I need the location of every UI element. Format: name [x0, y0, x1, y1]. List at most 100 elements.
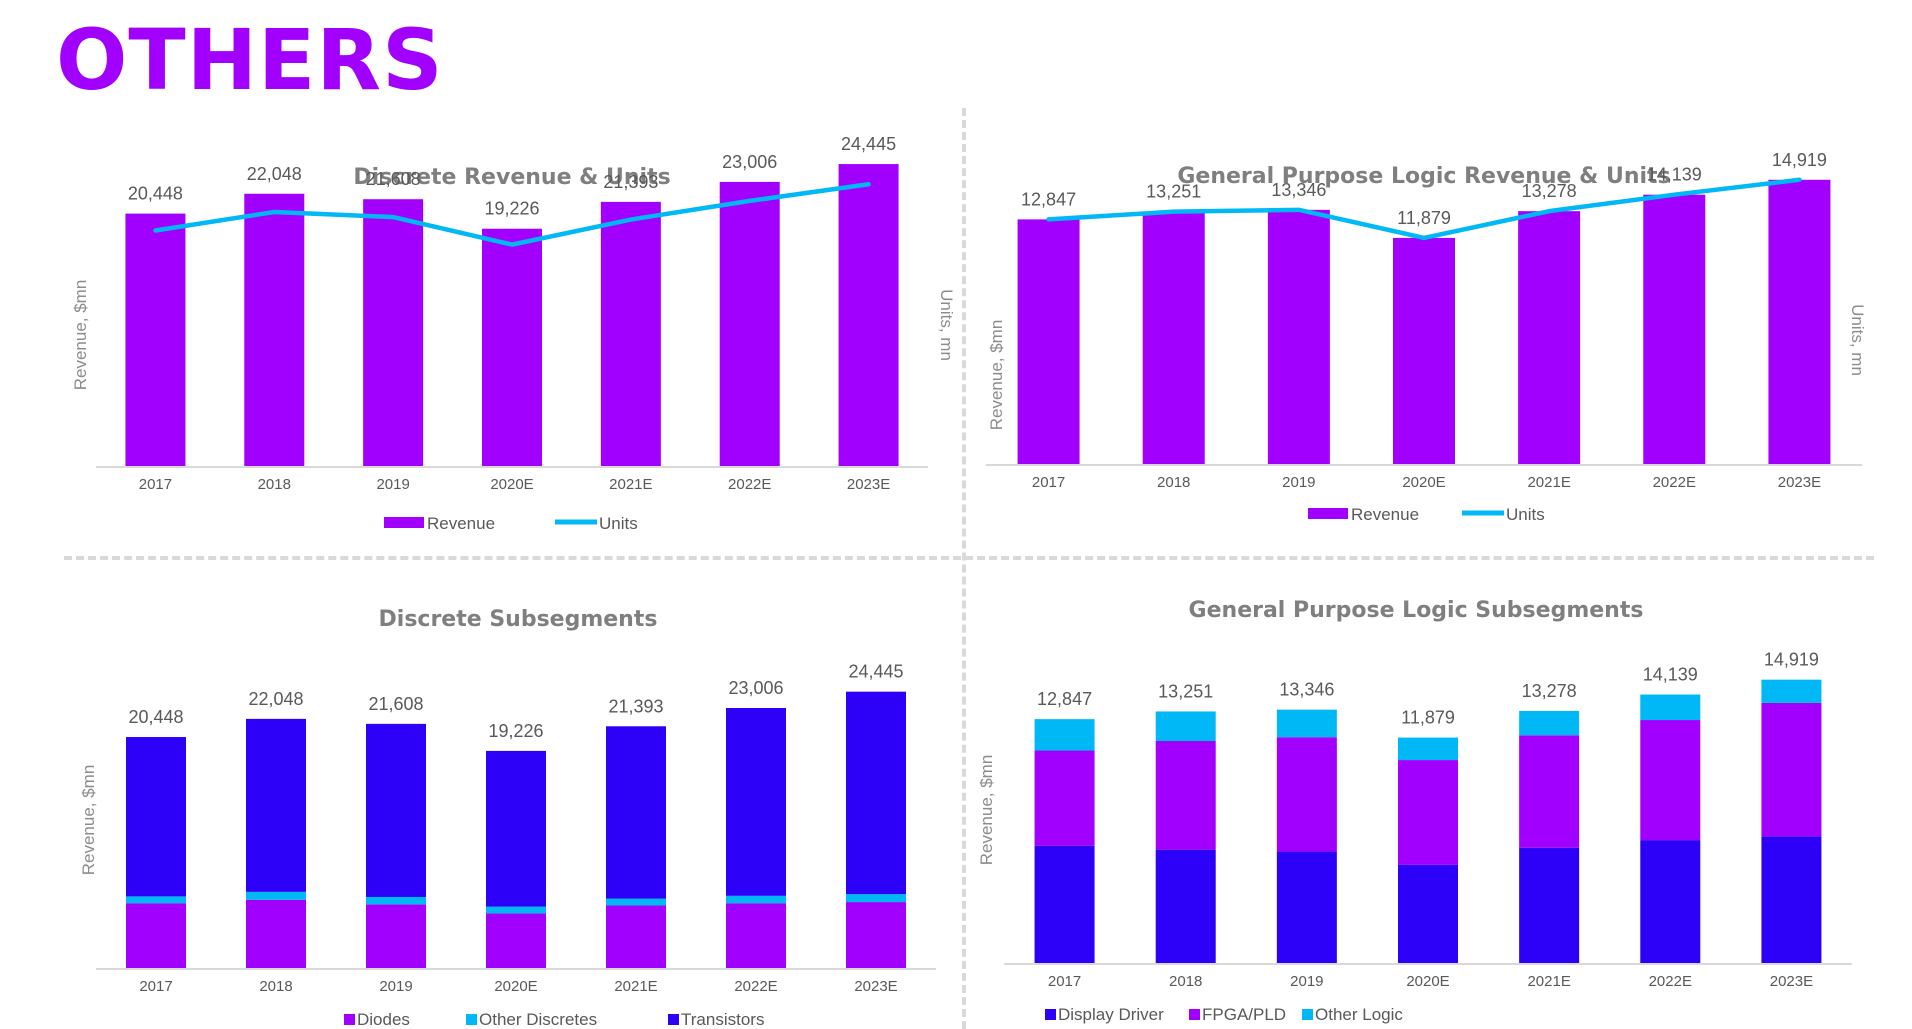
x-tick-label: 2019 [376, 476, 409, 493]
data-label: 23,006 [722, 152, 777, 172]
y2-axis-label: Units, mn [1848, 304, 1867, 376]
chart-title: General Purpose Logic Revenue & Units [1177, 164, 1670, 189]
x-tick-label: 2017 [1032, 474, 1065, 491]
bar-revenue-2020e [482, 228, 542, 467]
x-tick-label: 2021E [1527, 474, 1570, 491]
bar-revenue-2019 [1267, 209, 1330, 465]
x-tick-label: 2022E [1653, 474, 1696, 491]
x-tick-label: 2021E [614, 978, 657, 995]
total-label: 21,608 [368, 694, 423, 714]
bar-fpga-pld-2021e [1519, 735, 1580, 848]
bar-diodes-2023e [846, 902, 906, 969]
bar-other-logic-2020e [1398, 737, 1458, 761]
bar-fpga-pld-2023e [1761, 702, 1822, 837]
data-label: 13,346 [1271, 180, 1326, 200]
x-tick-label: 2018 [1169, 973, 1202, 990]
bar-fpga-pld-2019 [1276, 737, 1337, 852]
legend: Display Driver FPGA/PLD Other Logic [1045, 1005, 1403, 1024]
bar-other-discretes-2022e [726, 895, 786, 904]
legend-label-display-driver: Display Driver [1058, 1005, 1164, 1024]
bar-diodes-2018 [246, 899, 306, 969]
bar-fpga-pld-2022e [1640, 720, 1701, 841]
data-label: 13,251 [1146, 182, 1201, 202]
bar-other-logic-2021e [1519, 710, 1580, 736]
bar-display-driver-2023e [1761, 836, 1822, 964]
x-tick-label: 2023E [1778, 474, 1821, 491]
legend-label-revenue: Revenue [1351, 505, 1419, 524]
data-label: 11,879 [1397, 208, 1451, 228]
data-label: 21,608 [366, 169, 421, 189]
total-label: 12,847 [1037, 689, 1092, 709]
total-label: 21,393 [608, 696, 663, 716]
bar-display-driver-2018 [1155, 849, 1216, 964]
page-title: OTHERS [56, 11, 444, 109]
x-tick-label: 2022E [728, 476, 771, 493]
bar-revenue-2017 [1017, 219, 1080, 465]
total-label: 19,226 [488, 721, 543, 741]
x-tick-label: 2020E [494, 978, 537, 995]
x-tick-label: 2022E [734, 978, 777, 995]
bar-display-driver-2020e [1398, 864, 1458, 964]
bar-other-logic-2022e [1640, 694, 1701, 721]
data-label: 13,278 [1522, 181, 1577, 201]
bar-diodes-2022e [726, 903, 786, 969]
data-label: 21,393 [603, 172, 658, 192]
bar-transistors-2017 [126, 737, 186, 897]
bar-transistors-2019 [366, 723, 426, 897]
x-tick-label: 2018 [1157, 474, 1190, 491]
legend: Revenue Units [384, 514, 638, 533]
bar-transistors-2018 [246, 718, 306, 892]
total-label: 23,006 [728, 678, 783, 698]
bar-revenue-2017 [125, 213, 186, 467]
legend-swatch-other-logic [1302, 1009, 1313, 1020]
x-tick-label: 2019 [379, 978, 412, 995]
legend-label-other-logic: Other Logic [1315, 1005, 1403, 1024]
legend-swatch-diodes [344, 1014, 355, 1025]
legend-label-fpga-pld: FPGA/PLD [1202, 1005, 1286, 1024]
x-tick-label: 2017 [139, 978, 172, 995]
x-tick-label: 2020E [490, 476, 533, 493]
bar-revenue-2021e [1518, 211, 1581, 465]
bar-diodes-2021e [606, 905, 666, 969]
bar-revenue-2021e [600, 201, 661, 467]
legend-swatch-revenue [384, 517, 424, 528]
units-line [153, 182, 871, 247]
x-tick-label: 2021E [609, 476, 652, 493]
x-tick-label: 2018 [259, 978, 292, 995]
bar-diodes-2019 [366, 904, 426, 969]
data-label: 22,048 [247, 164, 302, 184]
bar-other-discretes-2017 [126, 896, 186, 904]
legend-swatch-transistors [668, 1014, 679, 1025]
total-label: 13,346 [1279, 680, 1334, 700]
y-axis-label: Revenue, $mn [987, 320, 1006, 431]
bar-other-discretes-2021e [606, 898, 666, 906]
bar-other-logic-2023e [1761, 679, 1822, 703]
chart-title: Discrete Revenue & Units [353, 165, 670, 190]
units-line [1046, 177, 1802, 241]
y-axis-label: Revenue, $mn [71, 280, 90, 391]
bar-revenue-2019 [363, 199, 424, 467]
legend-label-other-discretes: Other Discretes [479, 1010, 597, 1029]
bar-revenue-2022e [719, 181, 780, 467]
x-tick-label: 2022E [1649, 973, 1692, 990]
data-label: 20,448 [128, 184, 183, 204]
bar-transistors-2023e [846, 691, 906, 895]
legend-swatch-revenue [1308, 508, 1348, 519]
bar-revenue-2023e [838, 164, 899, 467]
data-label: 19,226 [484, 199, 539, 219]
total-label: 20,448 [128, 707, 183, 727]
horizontal-divider [64, 556, 1874, 560]
total-label: 24,445 [848, 662, 903, 682]
total-label: 14,919 [1764, 650, 1819, 670]
bar-revenue-2022e [1643, 194, 1706, 465]
bar-other-discretes-2020e [486, 906, 546, 914]
bar-display-driver-2022e [1640, 840, 1701, 964]
bar-revenue-2018 [1142, 211, 1205, 465]
legend-label-units: Units [599, 514, 638, 533]
legend-label-transistors: Transistors [681, 1010, 764, 1029]
bar-transistors-2022e [726, 708, 786, 896]
chart-title: General Purpose Logic Subsegments [1189, 598, 1644, 623]
